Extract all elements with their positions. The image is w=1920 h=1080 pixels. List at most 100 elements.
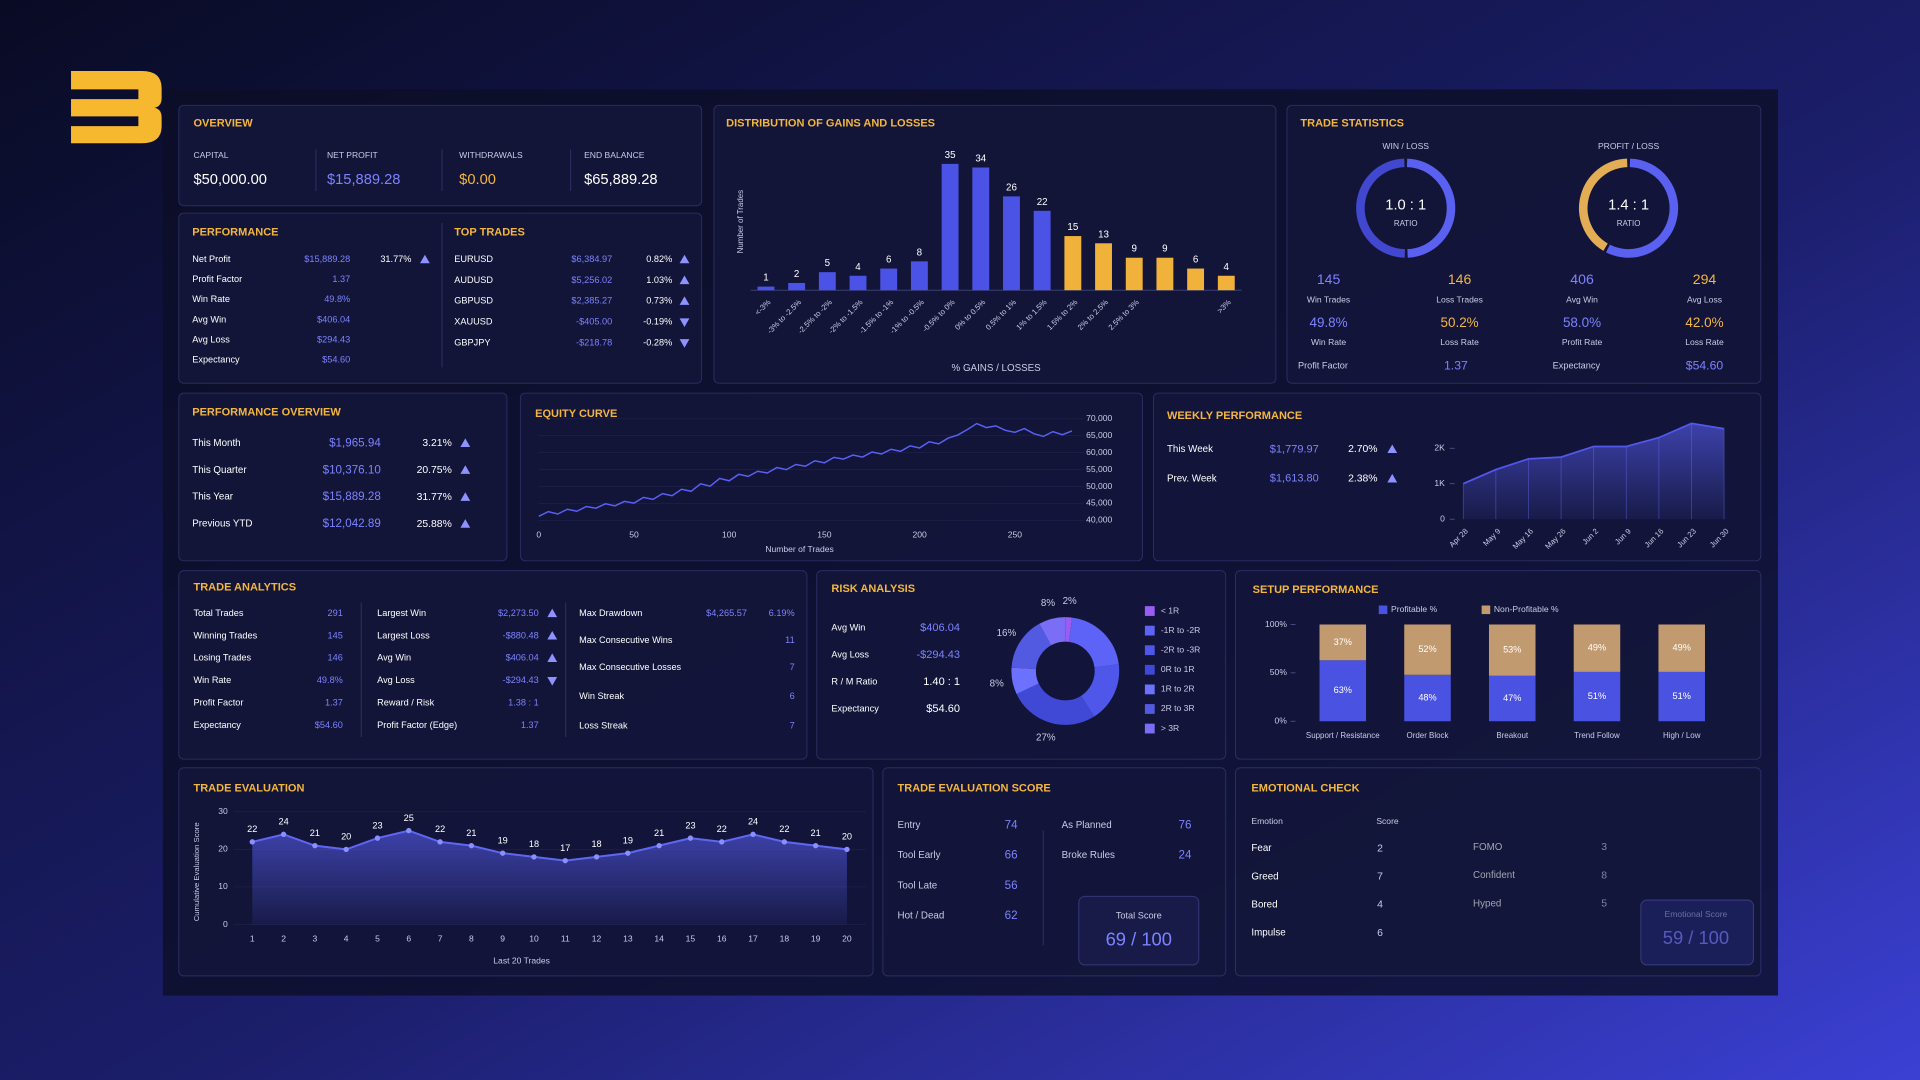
bar — [1217, 275, 1235, 291]
row-label: Confident — [1473, 870, 1515, 881]
row-label: Entry — [898, 820, 921, 831]
row-label: Win Streak — [579, 691, 624, 701]
row-label: R / M Ratio — [831, 676, 877, 686]
panel-title: SETUP PERFORMANCE — [1253, 584, 1379, 596]
row-label: FOMO — [1473, 842, 1503, 853]
point — [531, 854, 537, 860]
y-tick-label: 60,000 — [1086, 447, 1112, 457]
row-label: Prev. Week — [1167, 473, 1217, 484]
column-header: Score — [1376, 816, 1399, 826]
row-value: 49.8% — [317, 675, 343, 685]
footer-value: $54.60 — [1686, 358, 1724, 372]
row-label: Avg Win — [192, 314, 226, 324]
trend-arrow — [547, 630, 558, 640]
panel-title: TOP TRADES — [454, 227, 525, 239]
x-tick-label: 3 — [313, 933, 318, 943]
row-label: Net Profit — [192, 254, 231, 264]
row-label: Losing Trades — [193, 653, 251, 663]
row-value: 1.38 : 1 — [508, 698, 539, 708]
row-value: $6,384.97 — [571, 254, 612, 264]
value-label: 2 — [794, 269, 799, 280]
stat-value: 406 — [1570, 271, 1594, 287]
donut-arc — [1406, 158, 1456, 258]
point — [468, 842, 475, 849]
y-tick-label: 20 — [218, 844, 228, 854]
point — [750, 831, 756, 838]
panel — [178, 392, 508, 562]
row-change: 25.88% — [417, 519, 452, 530]
row-value: 6 — [1377, 928, 1383, 939]
row-label: Winning Trades — [193, 630, 257, 640]
bar — [1003, 196, 1020, 291]
donut-segment — [1016, 682, 1095, 725]
x-tick-label: High / Low — [1663, 731, 1701, 740]
chart-title: WIN / LOSS — [1382, 141, 1429, 151]
point — [656, 842, 662, 849]
row-label: Max Drawdown — [579, 608, 642, 618]
stat-label: END BALANCE — [584, 150, 645, 160]
bar — [910, 261, 928, 291]
point — [499, 850, 506, 856]
row-value: $4,265.57 — [706, 608, 747, 618]
row-value: 76 — [1178, 818, 1191, 831]
value-label: 22 — [435, 824, 445, 834]
rate-value: 49.8% — [1309, 315, 1347, 330]
x-tick-label: Trend Follow — [1574, 731, 1620, 740]
row-label: This Week — [1167, 444, 1213, 455]
value-label: 24 — [278, 817, 288, 827]
value-label: 1 — [763, 273, 768, 284]
row-label: Win Rate — [192, 294, 230, 304]
rate-label: Profit Rate — [1562, 337, 1603, 347]
area-fill — [252, 830, 847, 925]
point — [781, 839, 788, 845]
trend-arrow — [460, 519, 471, 528]
value-label: 4 — [855, 262, 861, 273]
y-tick-label: 1K — [1434, 478, 1445, 488]
score-box — [1640, 899, 1754, 966]
point — [437, 839, 443, 845]
panel-title: PERFORMANCE OVERVIEW — [192, 407, 341, 419]
legend-swatch — [1144, 664, 1155, 675]
legend-swatch — [1144, 645, 1155, 656]
bar-segment — [1319, 660, 1367, 722]
row-value: 1.37 — [521, 720, 539, 730]
bar-segment — [1488, 624, 1536, 676]
stat-label: Win Trades — [1307, 294, 1350, 304]
x-tick-label: 6 — [406, 933, 411, 943]
score-value: 59 / 100 — [1663, 927, 1729, 948]
point — [374, 835, 381, 841]
trend-arrow — [547, 677, 558, 686]
logo[interactable] — [71, 71, 162, 144]
value-label: 49% — [1673, 643, 1691, 653]
ratio-value: 1.4 : 1 — [1608, 198, 1649, 214]
x-tick-label: 250 — [1008, 529, 1023, 539]
panel-title: TRADE EVALUATION — [193, 782, 304, 794]
point — [687, 835, 694, 841]
point — [562, 857, 568, 864]
donut-arc — [1579, 158, 1628, 251]
bar — [1033, 210, 1051, 291]
y-tick-label: 0% — [1275, 715, 1288, 725]
row-change: -0.28% — [643, 337, 672, 347]
footer-label: Expectancy — [1553, 361, 1601, 371]
bar-segment — [1658, 671, 1705, 722]
legend-label: -2R to -3R — [1161, 644, 1201, 654]
row-change: 2.38% — [1348, 474, 1377, 485]
row-value: 74 — [1005, 818, 1018, 831]
value-label: 35 — [945, 150, 956, 161]
ratio-label: RATIO — [1617, 219, 1641, 228]
x-tick-label: 200 — [912, 529, 927, 539]
donut-segment — [1039, 617, 1067, 646]
row-value: -$880.48 — [503, 630, 539, 640]
row-label: Bored — [1251, 899, 1277, 910]
stat-value: $50,000.00 — [193, 172, 267, 188]
bar — [1064, 236, 1082, 291]
stat-value: 145 — [1317, 271, 1341, 287]
bar-segment — [1658, 624, 1705, 672]
bar-segment — [1404, 674, 1451, 722]
trend-arrow — [679, 339, 690, 348]
row-change: 6.19% — [769, 608, 795, 618]
row-value: $1,613.80 — [1270, 473, 1319, 485]
bar — [818, 272, 836, 291]
footer-label: Profit Factor — [1298, 361, 1348, 371]
